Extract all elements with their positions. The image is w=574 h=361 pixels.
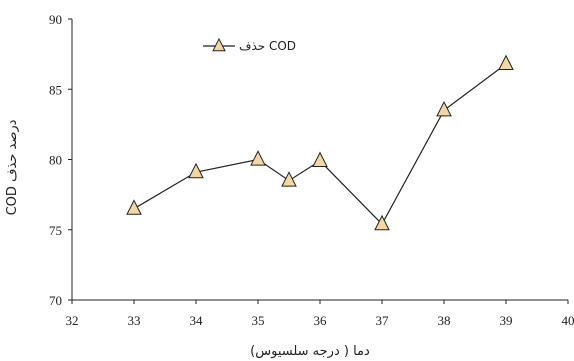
legend-marker bbox=[212, 37, 226, 52]
data-point-marker bbox=[281, 171, 297, 187]
y-tick-label: 80 bbox=[49, 153, 62, 168]
x-tick-label: 40 bbox=[562, 313, 574, 328]
x-tick-label: 33 bbox=[128, 313, 141, 328]
x-tick-label: 35 bbox=[252, 313, 265, 328]
data-point-marker bbox=[312, 151, 328, 167]
x-axis-label: دما ( درجه سلسیوس) bbox=[250, 344, 370, 359]
data-point-marker bbox=[188, 162, 204, 179]
legend-label: حذف COD bbox=[239, 39, 296, 53]
y-tick-label: 85 bbox=[49, 82, 62, 97]
y-axis-label: درصد حذف COD bbox=[5, 119, 20, 215]
y-tick-label: 70 bbox=[49, 293, 62, 308]
axes: 32 33 34 35 36 37 38 39 40 70 75 80 85 90 bbox=[49, 12, 574, 328]
data-point-marker bbox=[250, 150, 266, 166]
x-tick-label: 34 bbox=[190, 313, 204, 328]
x-tick-label: 36 bbox=[314, 313, 328, 328]
data-point-marker bbox=[126, 199, 142, 215]
legend: حذف COD bbox=[203, 37, 296, 53]
data-point-marker bbox=[374, 214, 390, 231]
series-line bbox=[133, 63, 507, 226]
y-tick-label: 75 bbox=[49, 223, 62, 238]
x-tick-label: 32 bbox=[66, 313, 79, 328]
x-tick-label: 39 bbox=[500, 313, 513, 328]
x-tick-label: 38 bbox=[438, 313, 451, 328]
data-point-marker bbox=[498, 54, 514, 71]
x-tick-label: 37 bbox=[376, 313, 390, 328]
data-point-marker bbox=[436, 100, 452, 117]
y-tick-label: 90 bbox=[49, 12, 62, 27]
series-layer bbox=[126, 54, 514, 231]
